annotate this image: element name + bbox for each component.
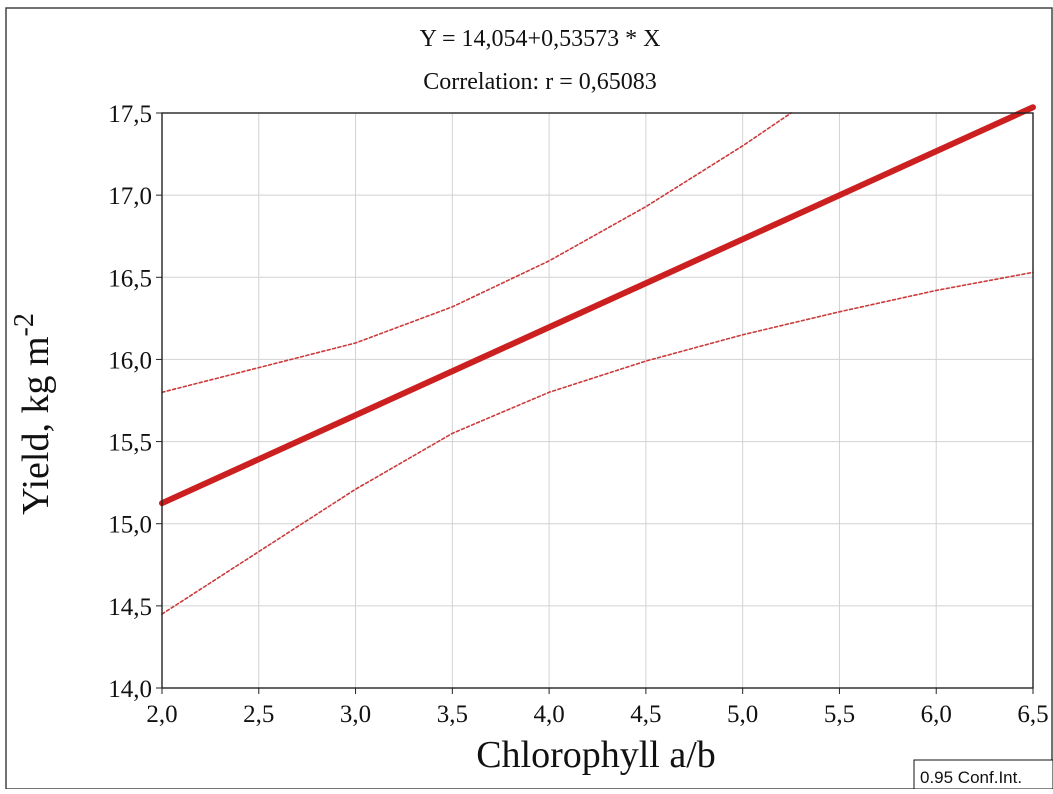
- legend-box: 0.95 Conf.Int.: [913, 759, 1053, 790]
- legend-label: 0.95 Conf.Int.: [920, 768, 1022, 787]
- y-tick-label-3: 15,5: [108, 430, 152, 457]
- x-tick-label-2: 3,0: [340, 701, 371, 728]
- series-layer: [159, 104, 1036, 615]
- regression-line: [159, 104, 1036, 507]
- y-axis-label-superscript: -2: [9, 313, 40, 336]
- y-axis-label: Yield, kg m-2: [9, 313, 58, 515]
- y-tick-label-0: 14,0: [108, 676, 152, 703]
- y-tick-label-4: 16,0: [108, 347, 152, 374]
- x-tick-label-0: 2,0: [146, 701, 177, 728]
- y-tick-label-7: 17,5: [108, 101, 152, 128]
- upper-ci-line: [161, 112, 792, 394]
- x-tick-label-7: 5,5: [824, 701, 855, 728]
- x-tick-label-6: 5,0: [727, 701, 758, 728]
- plot-area-frame: [161, 112, 1034, 689]
- y-tick-label-6: 17,0: [108, 183, 152, 210]
- legend-frame: [913, 759, 1053, 790]
- x-tick-label-3: 3,5: [437, 701, 468, 728]
- x-tick-label-5: 4,5: [630, 701, 661, 728]
- x-tick-label-4: 4,0: [533, 701, 564, 728]
- y-axis-label-main: Yield, kg m: [15, 336, 57, 514]
- y-tick-label-2: 15,0: [108, 512, 152, 539]
- x-axis-label: Chlorophyll a/b: [476, 734, 716, 776]
- chart-title: Y = 14,054+0,53573 * X: [420, 26, 661, 52]
- chart-subtitle: Correlation: r = 0,65083: [423, 69, 657, 95]
- x-tick-label-8: 6,0: [921, 701, 952, 728]
- y-tick-label-5: 16,5: [108, 265, 152, 292]
- x-tick-label-9: 6,5: [1017, 701, 1048, 728]
- y-tick-label-1: 14,5: [108, 594, 152, 621]
- x-tick-label-1: 2,5: [243, 701, 274, 728]
- axes-layer: 2,0 2,5 3,0 3,5 4,0 4,5 5,0 5,5 6,0 6,5 14,0 14,5 15…: [108, 101, 1048, 728]
- lower-ci-line: [161, 271, 1034, 615]
